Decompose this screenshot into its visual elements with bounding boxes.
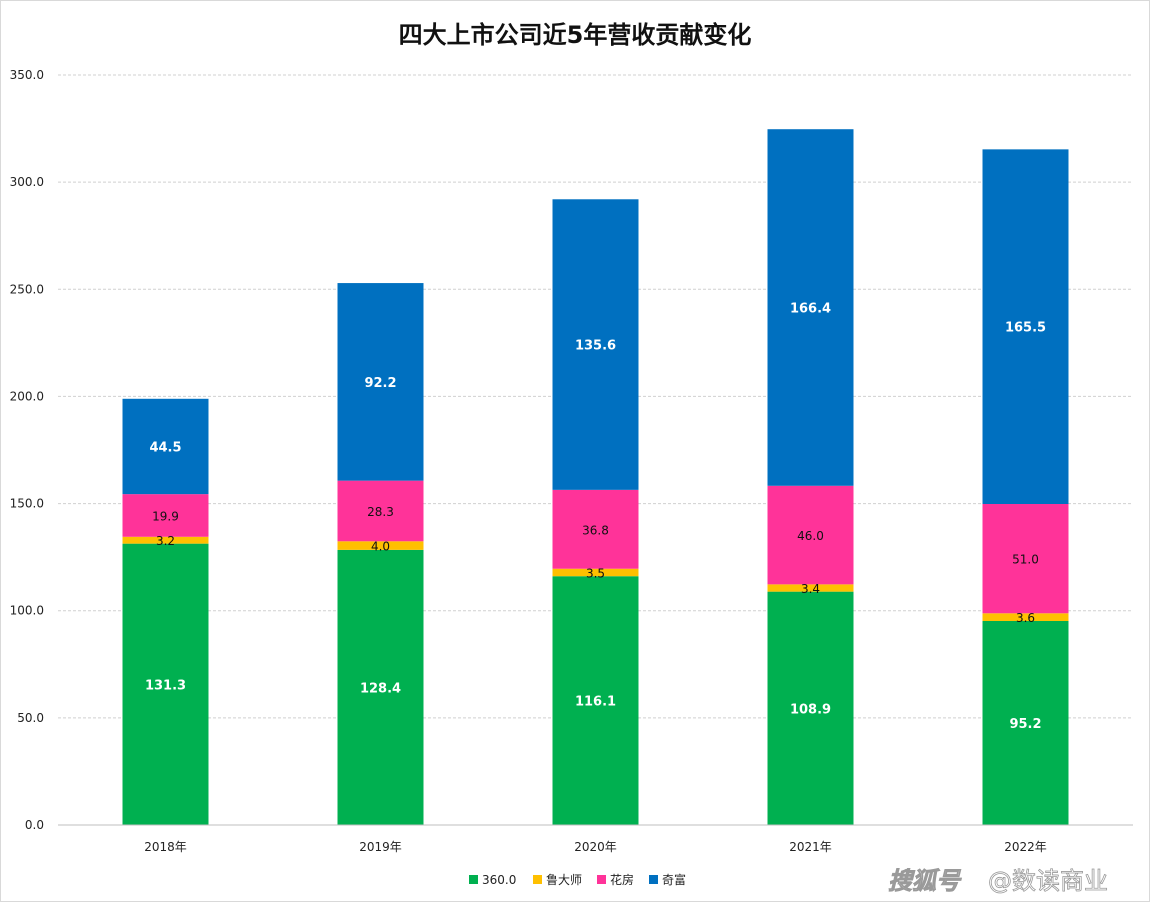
legend-label: 360.0 <box>482 873 516 887</box>
bar-segment <box>122 494 209 537</box>
bar-segment <box>337 549 424 825</box>
bar-segment <box>767 129 854 486</box>
bar-segment <box>337 283 424 481</box>
y-tick-label: 250.0 <box>10 282 44 296</box>
legend-label: 奇富 <box>662 872 686 887</box>
data-label: 3.4 <box>801 582 820 596</box>
legend: 360.0 鲁大师 花房 奇富 <box>469 872 686 887</box>
legend-label: 鲁大师 <box>546 873 582 887</box>
data-label: 3.6 <box>1016 611 1035 625</box>
bar-segment <box>767 485 854 585</box>
data-label: 51.0 <box>1012 553 1039 567</box>
bar-segment <box>337 480 424 542</box>
bar-segment <box>552 199 639 490</box>
watermark-logo: 搜狐号 <box>888 867 962 895</box>
x-tick-label: 2020年 <box>574 840 617 854</box>
bar-segment <box>122 543 209 825</box>
data-label: 116.1 <box>575 695 616 710</box>
y-tick-label: 50.0 <box>17 711 44 725</box>
watermark: 搜狐号 @数读商业 <box>888 867 1109 896</box>
bar-segment <box>982 621 1069 825</box>
y-tick-label: 0.0 <box>25 818 44 832</box>
legend-swatch <box>597 875 606 884</box>
y-axis-ticks: 0.0 50.0 100.0 150.0 200.0 250.0 300.0 350.0 <box>10 68 44 832</box>
data-label: 108.9 <box>790 702 831 717</box>
bar-segment <box>552 489 639 569</box>
bars <box>122 129 1069 825</box>
y-tick-label: 300.0 <box>10 175 44 189</box>
data-label: 135.6 <box>575 339 616 354</box>
bar-segment <box>982 504 1069 614</box>
bar-segment <box>982 149 1069 504</box>
data-label: 166.4 <box>790 302 831 317</box>
y-tick-label: 350.0 <box>10 68 44 82</box>
bar-segment <box>767 591 854 825</box>
x-tick-label: 2018年 <box>144 840 187 854</box>
y-tick-label: 100.0 <box>10 604 44 618</box>
watermark-text: @数读商业 <box>988 867 1108 895</box>
data-label: 165.5 <box>1005 321 1046 336</box>
bar-segment <box>982 613 1069 621</box>
legend-swatch <box>533 875 542 884</box>
legend-label: 花房 <box>610 872 634 887</box>
x-tick-label: 2021年 <box>789 840 832 854</box>
data-label: 44.5 <box>149 440 181 455</box>
data-label: 131.3 <box>145 678 186 693</box>
x-tick-label: 2019年 <box>359 840 402 854</box>
chart-title: 四大上市公司近5年营收贡献变化 <box>399 21 752 49</box>
data-label: 4.0 <box>371 540 390 554</box>
y-tick-label: 150.0 <box>10 497 44 511</box>
data-label: 95.2 <box>1009 717 1041 732</box>
data-labels: 131.3 3.2 19.9 44.5 128.4 4.0 28.3 92.2 116.1 3.5… <box>145 302 1046 733</box>
bar-segment <box>552 576 639 825</box>
legend-swatch <box>649 875 658 884</box>
legend-swatch <box>469 875 478 884</box>
data-label: 3.2 <box>156 534 175 548</box>
bar-segment <box>337 541 424 550</box>
data-label: 46.0 <box>797 529 824 543</box>
bar-segment <box>552 568 639 577</box>
data-label: 28.3 <box>367 505 394 519</box>
data-label: 36.8 <box>582 523 609 537</box>
bar-segment <box>767 584 854 592</box>
data-label: 92.2 <box>364 376 396 391</box>
data-label: 3.5 <box>586 566 605 580</box>
data-label: 19.9 <box>152 509 179 523</box>
x-axis-ticks: 2018年 2019年 2020年 2021年 2022年 <box>144 840 1047 854</box>
x-tick-label: 2022年 <box>1004 840 1047 854</box>
bar-segment <box>122 398 209 495</box>
data-label: 128.4 <box>360 681 401 696</box>
y-tick-label: 200.0 <box>10 389 44 403</box>
bar-segment <box>122 536 209 544</box>
